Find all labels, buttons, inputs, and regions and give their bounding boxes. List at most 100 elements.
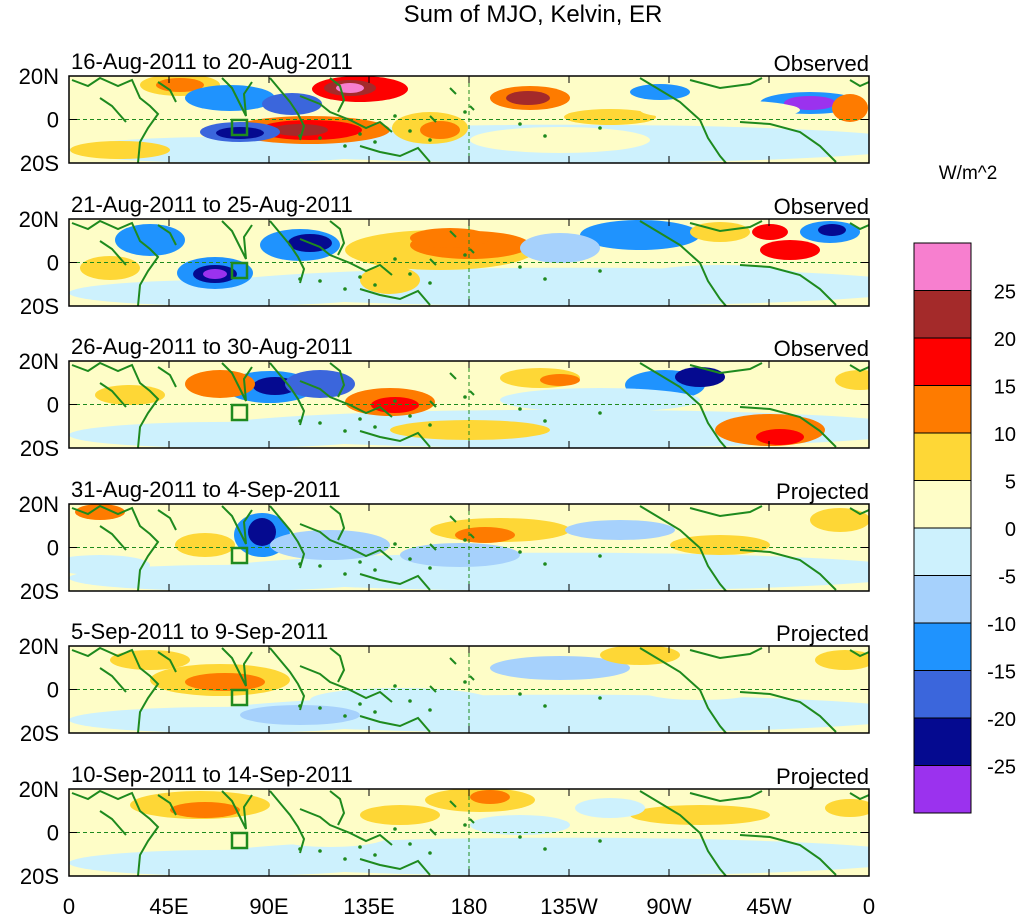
- colorbar-tick-label: 5: [1005, 472, 1016, 494]
- colorbar-swatch: [913, 765, 972, 814]
- map-panel-2: 20N 0 20S 21-Aug-2011 to 25-Aug-2011 Observe…: [19, 192, 870, 319]
- colorbar-unit: W/m^2: [939, 163, 998, 184]
- lon-label: 135E: [343, 894, 394, 919]
- anomaly-contour: [310, 688, 490, 712]
- colorbar-swatch: [913, 527, 972, 576]
- anomaly-contour: [455, 527, 515, 543]
- lat-label: 20N: [19, 492, 59, 517]
- anomaly-contour: [752, 224, 788, 240]
- colorbar-tick-label: 0: [1005, 519, 1016, 541]
- anomaly-contour: [675, 367, 725, 387]
- map-panel-4: 20N 0 20S 31-Aug-2011 to 4-Sep-2011 Projecte…: [19, 477, 870, 604]
- anomaly-contour: [400, 543, 520, 567]
- anomaly-contour: [825, 799, 869, 817]
- anomaly-contour: [756, 429, 804, 445]
- coastlines: [71, 219, 869, 306]
- anomaly-contour: [185, 370, 255, 398]
- panel-status: Projected: [776, 764, 869, 789]
- panel-date-range: 26-Aug-2011 to 30-Aug-2011: [71, 334, 353, 359]
- lat-label: 20N: [19, 64, 59, 89]
- colorbar-tick-label: 25: [994, 282, 1016, 304]
- anomaly-contour: [390, 420, 550, 440]
- anomaly-contour: [760, 240, 820, 260]
- anomaly-contour: [185, 85, 275, 111]
- colorbar-swatch: [913, 385, 972, 434]
- colorbar-tick-label: 20: [994, 329, 1016, 351]
- lon-label: 45W: [746, 894, 791, 919]
- longitude-axis: 0 45E 90E 135E 180 135W 90W 45W 0: [63, 894, 875, 919]
- anomaly-contour: [470, 790, 510, 804]
- map-panels: 20N 0 20S 16-Aug-2011 to 20-Aug-2011 Observe…: [19, 49, 870, 889]
- anomaly-contour: [203, 269, 227, 279]
- anomaly-contour: [784, 96, 836, 110]
- panel-date-range: 16-Aug-2011 to 20-Aug-2011: [71, 49, 353, 74]
- panel-date-range: 21-Aug-2011 to 25-Aug-2011: [71, 192, 353, 217]
- lon-label: 90W: [646, 894, 691, 919]
- anomaly-contour: [216, 127, 264, 139]
- map-panel-5: 20N 0 20S 5-Sep-2011 to 9-Sep-2011 Projected: [19, 619, 870, 746]
- panel-date-range: 5-Sep-2011 to 9-Sep-2011: [71, 619, 328, 644]
- anomaly-contour: [470, 127, 650, 153]
- panel-status: Observed: [774, 51, 869, 76]
- anomaly-contour: [630, 805, 770, 825]
- colorbar-tick-label: -15: [987, 662, 1016, 684]
- panel-date-range: 10-Sep-2011 to 14-Sep-2011: [71, 762, 353, 787]
- anomaly-contour: [80, 256, 140, 280]
- anomaly-contour: [248, 518, 276, 546]
- lat-label: 20N: [19, 634, 59, 659]
- colorbar-swatch: [913, 670, 972, 719]
- colorbar-swatch: [913, 432, 972, 481]
- anomaly-contour: [575, 798, 645, 818]
- panel-status: Projected: [776, 621, 869, 646]
- anomaly-contour: [832, 94, 868, 122]
- colorbar-swatch: [913, 242, 972, 291]
- panel-status: Observed: [774, 194, 869, 219]
- anomaly-contour: [270, 823, 390, 847]
- lat-label: 0: [47, 251, 59, 276]
- anomaly-contour: [564, 109, 656, 125]
- colorbar-tick-label: -25: [987, 757, 1016, 779]
- lat-label: 20S: [20, 721, 59, 746]
- anomaly-contour: [630, 84, 690, 100]
- colorbar-tick-label: -5: [998, 567, 1016, 589]
- colorbar-swatch: [913, 337, 972, 386]
- panel-date-range: 31-Aug-2011 to 4-Sep-2011: [71, 477, 341, 502]
- lat-label: 20N: [19, 777, 59, 802]
- lon-label: 180: [451, 894, 488, 919]
- colorbar-swatch: [913, 622, 972, 671]
- lat-label: 0: [47, 678, 59, 703]
- anomaly-contour: [272, 124, 328, 136]
- anomaly-contour: [410, 228, 490, 248]
- anomaly-contour: [240, 705, 360, 725]
- anomaly-contour: [500, 388, 700, 412]
- lat-label: 20S: [20, 864, 59, 889]
- figure-title: Sum of MJO, Kelvin, ER: [404, 1, 663, 28]
- anomaly-contour: [490, 656, 630, 680]
- anomaly-contour: [185, 673, 265, 691]
- lat-label: 20S: [20, 151, 59, 176]
- anomaly-field: [69, 76, 869, 163]
- lon-label: 90E: [249, 894, 288, 919]
- colorbar: W/m^2 25 20 15 10 5 0 -5 -10 -15 -20 -25: [913, 163, 1016, 814]
- colorbar-tick-label: 10: [994, 424, 1016, 446]
- colorbar-swatch: [913, 480, 972, 529]
- anomaly-contour: [520, 233, 600, 263]
- anomaly-contour: [630, 265, 810, 295]
- anomaly-contour: [420, 121, 460, 139]
- anomaly-contour: [640, 100, 800, 120]
- map-panel-6: 20N 0 20S 10-Sep-2011 to 14-Sep-2011 Project…: [19, 762, 870, 889]
- anomaly-contour: [360, 805, 440, 825]
- lat-label: 20N: [19, 349, 59, 374]
- anomaly-contour: [270, 530, 390, 560]
- lat-label: 0: [47, 821, 59, 846]
- lat-label: 0: [47, 108, 59, 133]
- map-panel-1: 20N 0 20S 16-Aug-2011 to 20-Aug-2011 Observe…: [19, 49, 870, 176]
- anomaly-contour: [285, 370, 355, 398]
- anomaly-contour: [810, 508, 869, 532]
- anomaly-contour: [815, 650, 869, 670]
- lat-label: 20S: [20, 294, 59, 319]
- anomaly-contour: [470, 815, 570, 835]
- colorbar-swatch: [913, 717, 972, 766]
- lon-label: 135W: [540, 894, 598, 919]
